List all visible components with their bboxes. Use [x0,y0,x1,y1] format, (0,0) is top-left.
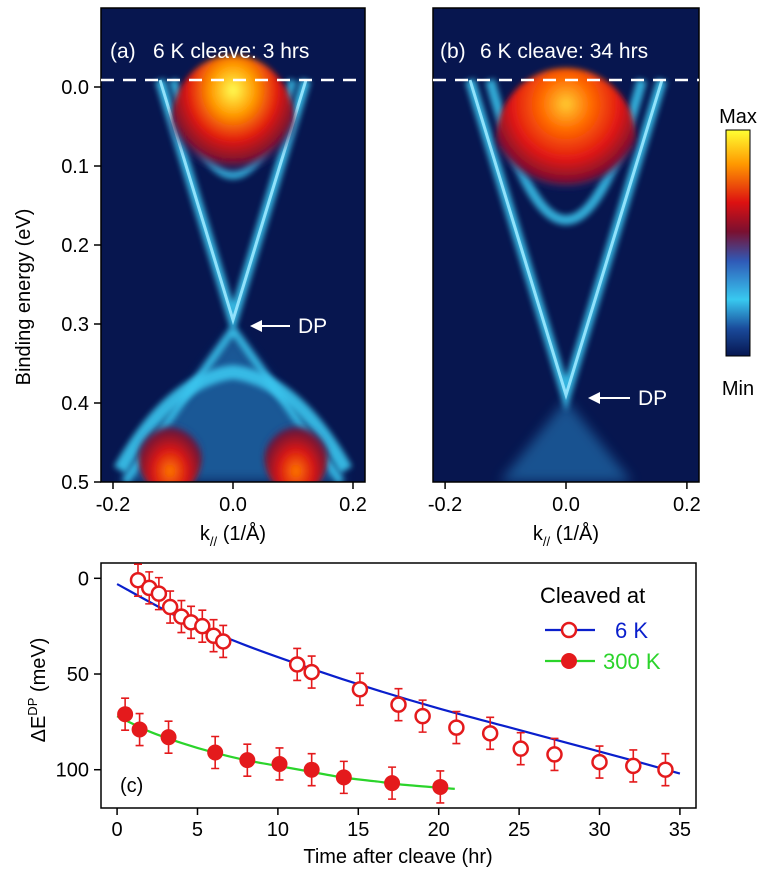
legend: Cleaved at 6 K 300 K [540,583,661,674]
legend-6k-label: 6 K [615,618,648,643]
panel-a-title: 6 K cleave: 3 hrs [153,40,309,63]
panel-c-x-tick-label: 20 [428,819,450,841]
panel-c-x-tick-label: 15 [347,819,369,841]
panel-c-y-tick-label: 0 [78,568,89,590]
panel-b-x-tick-label: 0.2 [673,494,701,516]
panel-a-y-axis: 0.0 0.1 0.2 0.3 0.4 0.5 [61,77,101,494]
legend-6k-marker [560,621,578,639]
panel-b-dp-arrowhead [588,392,600,404]
data-point-6k [150,585,168,602]
data-point-300k [160,729,177,746]
panel-a-x-tick-label: 0.2 [339,494,367,516]
data-point-6k [414,707,431,725]
data-point-6k [161,598,179,616]
panel-c-x-label: Time after cleave (hr) [303,846,492,868]
data-point-300k [239,752,256,769]
panel-a-x-label: k// (1/Å) [200,522,266,549]
panel-a-y-tick-label: 0.3 [61,314,89,336]
colorbar-gradient [725,129,751,357]
panel-a-x-tick-label: 0.0 [219,494,247,516]
data-point-6k [481,725,499,742]
panel-a: (a) 6 K cleave: 3 hrs DP -0.2 0.0 0.2 0.00… [13,7,367,549]
panel-a-y-label: Binding energy (eV) [13,209,35,386]
panel-c: 0 5 10 15 20 25 30 35 0 50 100 (c) Time after clea… [25,562,697,868]
panel-b: (b) 6 K cleave: 34 hrs DP -0.2 0.0 0.2 k//… [428,7,701,549]
panel-c-x-tick-label: 0 [112,819,123,841]
panel-a-dp-annotation: DP [250,315,327,338]
legend-title: Cleaved at [540,583,645,608]
panel-b-dp-label: DP [638,387,667,410]
panel-a-y-tick-label: 0.2 [61,235,89,257]
data-point-300k [117,706,134,723]
panel-a-dp-label: DP [298,315,327,338]
panel-b-x-tick-label: 0.0 [552,494,580,516]
panel-a-label: (a) [110,40,136,63]
data-point-6k [214,633,232,650]
panel-a-y-tick-label: 0.4 [61,393,89,415]
data-point-300k [384,775,401,792]
panel-c-y-tick-label: 50 [67,664,89,686]
data-point-300k [432,778,449,795]
panel-c-y-tick-label: 100 [56,760,89,782]
data-point-300k [131,721,148,738]
panel-a-spectrum [113,55,353,482]
panel-c-plot [116,563,681,804]
panel-c-x-tick-label: 30 [588,819,610,841]
panel-a-y-tick-label: 0.1 [61,156,89,178]
data-point-300k [303,761,320,778]
data-point-6k [625,757,642,775]
panel-c-x-tick-label: 35 [669,819,691,841]
data-point-6k [546,746,563,763]
data-point-300k [335,769,352,786]
data-point-6k [129,571,147,589]
data-point-6k [448,719,465,736]
panel-b-spectrum [465,68,667,482]
panel-c-x-tick-label: 10 [267,819,289,841]
panel-c-x-tick-label: 25 [508,819,530,841]
panel-b-x-label: k// (1/Å) [533,522,599,549]
data-point-6k [194,617,211,635]
panel-b-dp-annotation: DP [588,387,667,410]
colorbar-min-label: Min [722,378,754,400]
panel-c-x-tick-label: 5 [192,819,203,841]
panel-a-x-axis: -0.2 0.0 0.2 [96,482,367,516]
data-point-6k [591,753,608,771]
panel-a-y-tick-label: 0.5 [61,472,89,494]
data-point-6k [288,656,306,673]
legend-300k-label: 300 K [603,649,661,674]
panel-a-x-tick-label: -0.2 [96,494,130,516]
data-point-6k [351,681,369,698]
data-point-300k [271,755,288,772]
colorbar-max-label: Max [719,106,757,128]
data-point-6k [303,663,320,681]
panel-c-axes: 0 5 10 15 20 25 30 35 0 50 100 [56,568,691,841]
panel-b-label: (b) [440,40,466,63]
panel-c-label: (c) [120,775,143,797]
panel-b-x-tick-label: -0.2 [428,494,462,516]
panel-a-y-tick-label: 0.0 [61,77,89,99]
legend-300k-marker [561,653,577,669]
data-point-6k [512,740,529,757]
colorbar: Max Min [719,106,757,400]
data-point-300k [207,744,224,761]
panel-a-dp-arrowhead [250,320,262,332]
data-point-6k [657,761,674,778]
panel-c-y-label: ΔEDP (meV) [25,638,50,743]
data-point-6k [390,696,407,713]
panel-b-x-axis: -0.2 0.0 0.2 [428,482,701,516]
panel-b-title: 6 K cleave: 34 hrs [480,40,648,63]
